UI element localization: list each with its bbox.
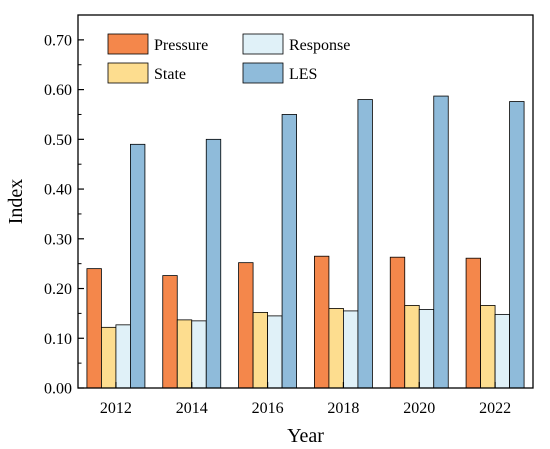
y-axis: 0.00 0.10 0.20 0.30 0.40 0.50 0.60 0.70 <box>44 32 84 398</box>
legend-label-pressure: Pressure <box>154 37 208 54</box>
bars-layer <box>86 95 525 389</box>
legend-swatch-les <box>242 62 284 84</box>
bar-pressure-2022 <box>465 257 481 389</box>
bar-state-2012 <box>101 326 117 389</box>
bar-les-2016 <box>281 114 297 389</box>
legend-label-les: LES <box>289 66 317 83</box>
y-axis-title: Index <box>5 179 27 225</box>
bar-state-2018 <box>328 308 344 389</box>
bar-response-2022 <box>494 313 510 389</box>
bar-state-2014 <box>176 319 193 389</box>
y-tick-label: 0.40 <box>44 182 72 199</box>
legend-swatch-response <box>242 33 284 55</box>
x-axis: 2012 2014 2016 2018 2020 2022 <box>100 382 511 417</box>
x-tick-label: 2022 <box>479 400 511 417</box>
legend-label-response: Response <box>289 37 350 54</box>
x-axis-title: Year <box>287 425 324 447</box>
bar-les-2012 <box>130 143 146 389</box>
x-tick-label: 2018 <box>327 400 359 417</box>
bar-pressure-2016 <box>238 262 254 389</box>
y-tick-label: 0.50 <box>44 132 72 149</box>
bar-les-2020 <box>433 95 449 389</box>
y-tick-label: 0.20 <box>44 281 72 298</box>
x-tick-label: 2020 <box>403 400 435 417</box>
bar-response-2012 <box>115 324 131 389</box>
y-tick-label: 0.00 <box>44 381 72 398</box>
bar-response-2020 <box>418 309 435 389</box>
x-tick-label: 2014 <box>176 400 208 417</box>
y-tick-label: 0.30 <box>44 231 72 248</box>
x-tick-label: 2012 <box>100 400 132 417</box>
bar-pressure-2012 <box>86 268 102 389</box>
bar-pressure-2014 <box>162 275 178 389</box>
bar-response-2018 <box>343 310 359 389</box>
bar-state-2022 <box>480 305 496 389</box>
bar-state-2016 <box>252 312 268 389</box>
legend-swatch-state <box>107 62 149 84</box>
bar-les-2022 <box>509 101 525 389</box>
y-tick-label: 0.10 <box>44 331 72 348</box>
legend-swatch-pressure <box>107 33 149 55</box>
bar-les-2014 <box>205 138 222 389</box>
bar-pressure-2020 <box>389 256 406 389</box>
bar-les-2018 <box>357 99 373 389</box>
y-tick-label: 0.60 <box>44 82 72 99</box>
legend-label-state: State <box>154 66 186 83</box>
bar-pressure-2018 <box>314 255 330 389</box>
x-tick-label: 2016 <box>252 400 284 417</box>
y-tick-label: 0.70 <box>44 32 72 49</box>
bar-response-2016 <box>267 315 283 389</box>
legend: Pressure State Response LES <box>107 33 350 84</box>
bar-response-2014 <box>191 320 207 389</box>
plot-frame <box>77 14 534 389</box>
bar-state-2020 <box>404 305 420 389</box>
